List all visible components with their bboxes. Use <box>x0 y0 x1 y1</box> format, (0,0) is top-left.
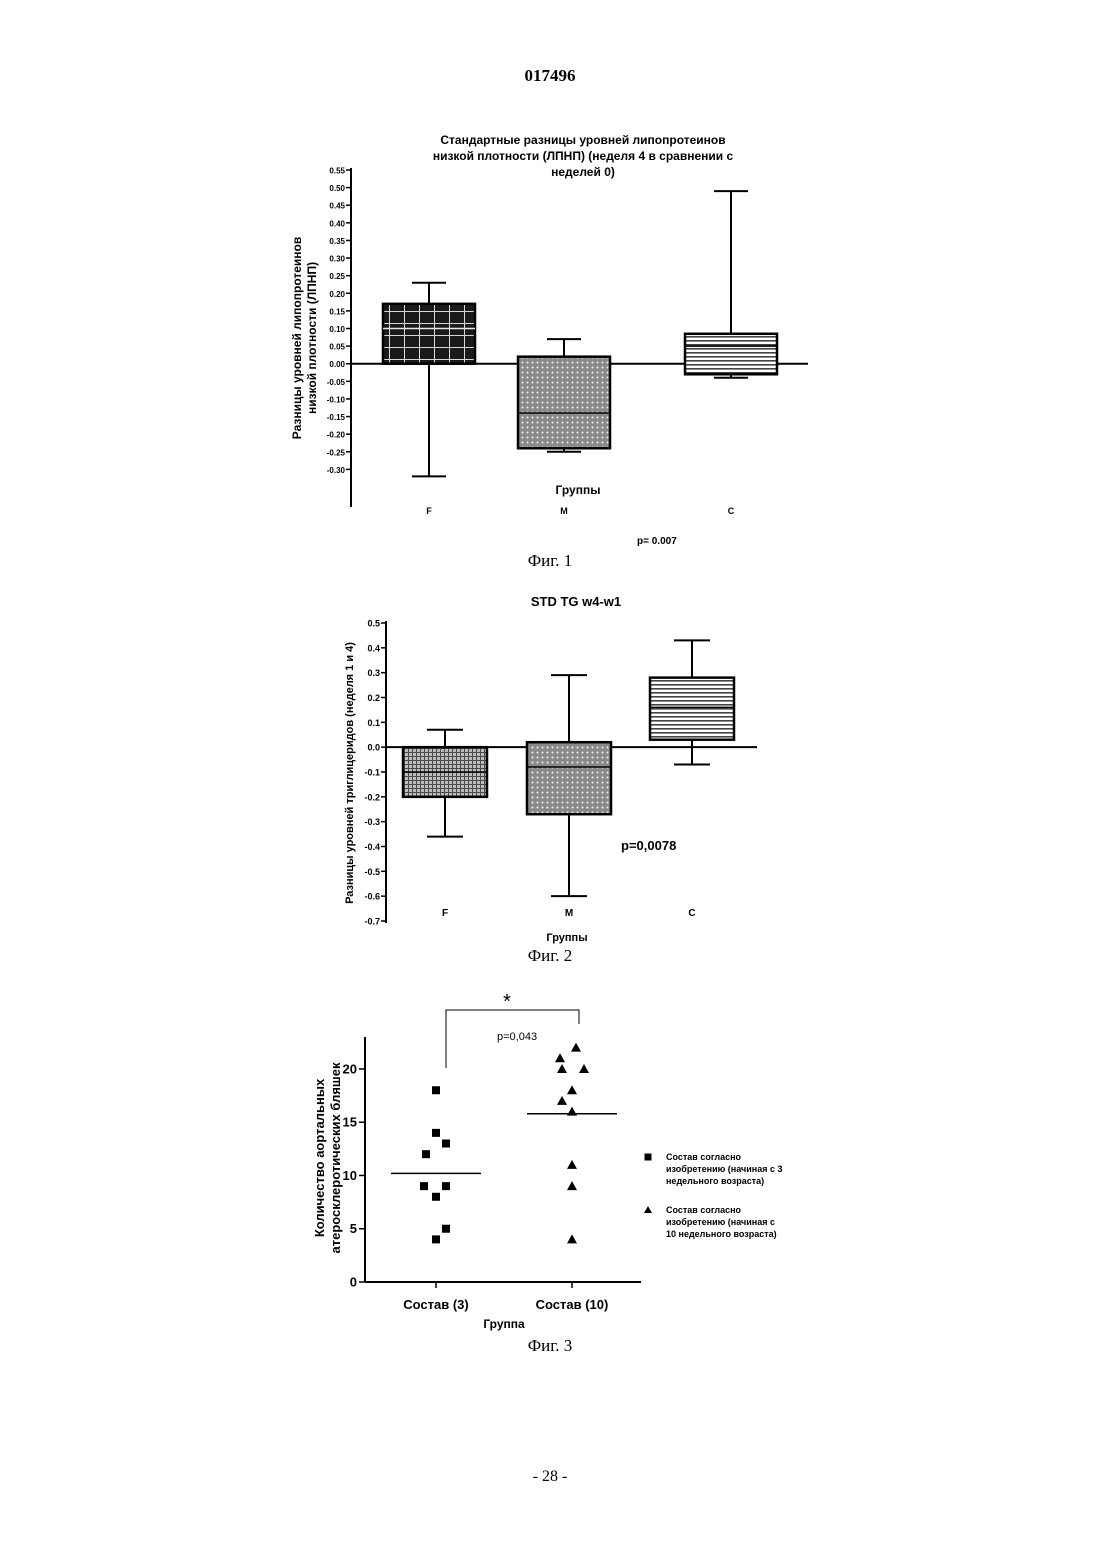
data-point-square <box>432 1193 440 1201</box>
legend-label-line: 10 недельного возраста) <box>666 1229 777 1239</box>
x-axis-label: Группа <box>483 1317 525 1331</box>
box-M <box>518 357 610 449</box>
y-tick-label: 0.55 <box>329 167 345 176</box>
page-number: - 28 - <box>0 1468 1100 1486</box>
y-tick-label: 10 <box>343 1168 357 1183</box>
ldl-boxplot-chart: Стандартные разницы уровней липопротеино… <box>0 125 1100 565</box>
box-C <box>685 334 777 375</box>
x-category-label: C <box>728 506 735 516</box>
data-point-triangle <box>567 1085 577 1094</box>
y-tick-label: 0.2 <box>367 693 380 703</box>
legend-label-line: изобретению (начиная с <box>666 1217 775 1227</box>
x-category-label: F <box>442 908 448 919</box>
y-axis-label-line: Разницы уровней липопротеинов <box>290 237 304 439</box>
data-point-square <box>442 1182 450 1190</box>
figure-1-caption: Фиг. 1 <box>0 551 1100 571</box>
y-tick-label: 15 <box>343 1115 357 1130</box>
y-tick-label: -0.3 <box>364 817 380 827</box>
y-tick-label: -0.1 <box>364 768 380 778</box>
y-tick-label: 20 <box>343 1061 357 1076</box>
y-tick-label: 0.1 <box>367 718 380 728</box>
legend-label-line: недельного возраста) <box>666 1176 764 1186</box>
data-point-square <box>420 1182 428 1190</box>
legend-label-line: Состав согласно <box>666 1205 742 1215</box>
document-number: 017496 <box>0 66 1100 86</box>
y-tick-label: 0.10 <box>329 325 345 334</box>
y-tick-label: 0.00 <box>329 360 345 369</box>
y-tick-label: -0.30 <box>327 466 346 475</box>
y-tick-label: -0.2 <box>364 792 380 802</box>
y-tick-label: 0.20 <box>329 290 345 299</box>
x-category-label: M <box>565 908 573 919</box>
figure-3-caption: Фиг. 3 <box>0 1336 1100 1356</box>
x-category-label: Состав (10) <box>536 1297 609 1312</box>
data-point-triangle <box>557 1064 567 1073</box>
p-value-annotation: p=0,0078 <box>621 838 676 853</box>
data-point-triangle <box>567 1234 577 1243</box>
y-tick-label: -0.7 <box>364 917 380 927</box>
data-point-triangle <box>567 1160 577 1169</box>
y-tick-label: 0.15 <box>329 307 345 316</box>
data-point-square <box>442 1225 450 1233</box>
x-axis-label: Группы <box>546 932 587 944</box>
legend-label-line: Состав согласно <box>666 1152 742 1162</box>
y-tick-label: 0.3 <box>367 668 380 678</box>
y-tick-label: 0.45 <box>329 202 345 211</box>
y-tick-label: -0.10 <box>327 395 346 404</box>
y-tick-label: -0.15 <box>327 413 346 422</box>
plaque-scatter-chart: Количество аортальных атеросклеротически… <box>0 985 1100 1335</box>
chart-title-line: низкой плотности (ЛПНП) (неделя 4 в срав… <box>433 149 734 163</box>
x-category-label: Состав (3) <box>403 1297 468 1312</box>
y-tick-label: 0.5 <box>367 619 380 629</box>
y-axis-label: Разницы уровней триглицеридов (неделя 1 … <box>344 642 356 904</box>
y-axis-label-line: низкой плотности (ЛПНП) <box>305 262 319 414</box>
y-axis-label-line: атеросклеротических бляшек <box>328 1062 343 1253</box>
data-point-square <box>432 1235 440 1243</box>
y-tick-label: -0.20 <box>327 431 346 440</box>
x-category-label: C <box>688 908 695 919</box>
y-tick-label: 0.35 <box>329 237 345 246</box>
data-point-triangle <box>567 1181 577 1190</box>
box-F <box>383 304 475 364</box>
data-point-triangle <box>579 1064 589 1073</box>
p-value-annotation: p= 0.007 <box>637 536 677 547</box>
y-tick-label: -0.5 <box>364 867 380 877</box>
y-tick-label: 0.05 <box>329 343 345 352</box>
box-C <box>650 678 734 740</box>
data-point-triangle <box>555 1053 565 1062</box>
chart-title-line: Стандартные разницы уровней липопротеино… <box>440 133 725 147</box>
y-tick-label: 0.25 <box>329 272 345 281</box>
chart-title-line: неделей 0) <box>551 165 615 179</box>
data-point-triangle <box>571 1043 581 1052</box>
y-tick-label: 0.0 <box>367 743 380 753</box>
x-axis-label: Группы <box>556 483 601 497</box>
data-point-square <box>442 1140 450 1148</box>
data-point-square <box>432 1129 440 1137</box>
y-tick-label: -0.6 <box>364 892 380 902</box>
box-M <box>527 742 611 814</box>
p-value-annotation: p=0,043 <box>497 1031 537 1043</box>
y-tick-label: 0.4 <box>367 643 380 653</box>
y-tick-label: 5 <box>350 1221 357 1236</box>
x-category-label: M <box>560 506 568 516</box>
y-tick-label: 0.50 <box>329 184 345 193</box>
y-tick-label: -0.25 <box>327 448 346 457</box>
data-point-square <box>422 1150 430 1158</box>
figure-2-caption: Фиг. 2 <box>0 946 1100 966</box>
data-point-triangle <box>557 1096 567 1105</box>
legend-label-line: изобретению (начиная с 3 <box>666 1164 782 1174</box>
significance-star: * <box>503 991 511 1013</box>
legend-marker-square <box>645 1154 652 1161</box>
chart-title: STD TG w4-w1 <box>531 594 621 609</box>
y-tick-label: 0.40 <box>329 219 345 228</box>
tg-boxplot-chart: STD TG w4-w1 Разницы уровней триглицерид… <box>0 590 1100 945</box>
y-tick-label: -0.05 <box>327 378 346 387</box>
y-tick-label: 0.30 <box>329 255 345 264</box>
y-axis-label-line: Количество аортальных <box>312 1078 327 1237</box>
legend-marker-triangle <box>644 1206 652 1213</box>
data-point-square <box>432 1086 440 1094</box>
y-tick-label: 0 <box>350 1275 357 1290</box>
y-tick-label: -0.4 <box>364 842 380 852</box>
x-category-label: F <box>426 506 432 516</box>
